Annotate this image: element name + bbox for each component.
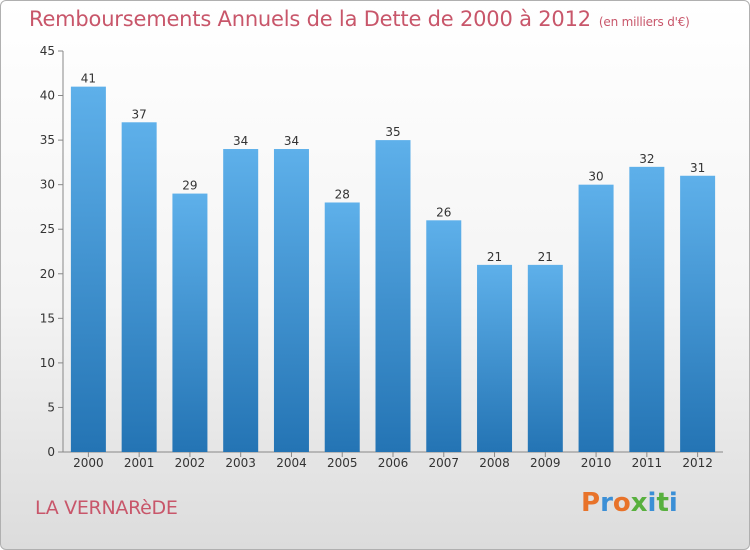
logo-letter: P <box>581 488 601 518</box>
data-label: 31 <box>690 161 705 175</box>
x-tick-label: 2010 <box>581 456 612 470</box>
proxiti-logo: Proxiti <box>581 488 678 518</box>
y-tick-label: 15 <box>40 311 55 325</box>
y-tick-label: 35 <box>40 133 55 147</box>
x-tick-label: 2005 <box>327 456 358 470</box>
title-unit: (en milliers d'€) <box>598 15 690 29</box>
data-label: 34 <box>233 134 248 148</box>
logo-letter: x <box>630 488 648 518</box>
y-tick-label: 25 <box>40 222 55 236</box>
logo-letter: i <box>668 488 678 518</box>
x-tick-label: 2003 <box>225 456 256 470</box>
y-tick-label: 30 <box>40 178 55 192</box>
logo-letter: t <box>656 488 669 518</box>
bar <box>70 86 106 453</box>
commune-name: LA VERNARèDE <box>35 497 178 519</box>
bar <box>121 122 157 453</box>
x-tick-label: 2000 <box>73 456 104 470</box>
data-label: 29 <box>182 179 197 193</box>
bar <box>375 140 411 452</box>
data-label: 32 <box>639 152 654 166</box>
bar <box>223 149 259 452</box>
x-tick-label: 2012 <box>682 456 713 470</box>
bar <box>527 264 563 452</box>
title-text: Remboursements Annuels de la Dette de 20… <box>29 7 591 31</box>
x-tick-label: 2001 <box>124 456 155 470</box>
x-tick-label: 2009 <box>530 456 561 470</box>
bar <box>172 193 208 453</box>
data-label: 41 <box>81 72 96 86</box>
x-tick-label: 2011 <box>632 456 663 470</box>
y-tick-label: 10 <box>40 356 55 370</box>
x-tick-label: 2006 <box>378 456 409 470</box>
data-label: 37 <box>132 107 147 121</box>
logo-letter: i <box>647 488 657 518</box>
data-label: 35 <box>385 125 400 139</box>
bar <box>426 220 462 452</box>
y-tick-label: 20 <box>40 267 55 281</box>
logo-letter: r <box>600 488 613 518</box>
x-tick-label: 2002 <box>175 456 206 470</box>
data-label: 28 <box>335 187 350 201</box>
y-tick-label: 0 <box>47 445 55 459</box>
y-tick-label: 5 <box>47 400 55 414</box>
y-tick-label: 40 <box>40 89 55 103</box>
data-label: 34 <box>284 134 299 148</box>
data-label: 30 <box>588 170 603 184</box>
x-tick-label: 2007 <box>428 456 459 470</box>
bar <box>324 202 360 452</box>
data-label: 26 <box>436 205 451 219</box>
bar <box>680 175 716 452</box>
y-tick-label: 45 <box>40 44 55 58</box>
bar <box>273 149 309 452</box>
chart-title: Remboursements Annuels de la Dette de 20… <box>29 7 690 31</box>
bar <box>578 184 614 452</box>
logo-letter: o <box>612 488 631 518</box>
data-label: 21 <box>538 250 553 264</box>
bar <box>477 264 513 452</box>
data-label: 21 <box>487 250 502 264</box>
x-tick-label: 2008 <box>479 456 510 470</box>
x-tick-label: 2004 <box>276 456 307 470</box>
bar <box>629 166 665 452</box>
